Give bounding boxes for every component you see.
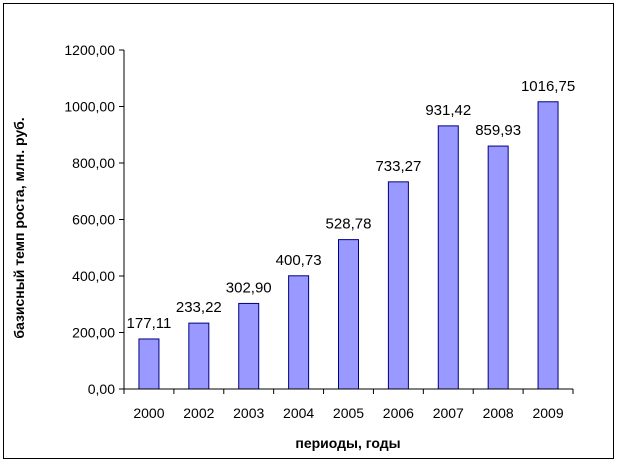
bar-2004 [288, 275, 310, 390]
x-tick-label: 2008 [483, 405, 514, 421]
bar-2003 [238, 302, 260, 390]
x-tick-label: 2003 [233, 405, 264, 421]
x-tick-label: 2004 [283, 405, 314, 421]
y-tick-label: 1000,00 [64, 99, 115, 115]
y-axis-title: базисный темп роста, млн. руб. [11, 117, 27, 338]
data-label-2003: 302,90 [226, 279, 272, 296]
bar-2002 [188, 322, 210, 390]
bar-series [138, 101, 559, 390]
data-label-2002: 233,22 [176, 299, 222, 316]
bar-2000 [138, 338, 160, 390]
y-tick-label: 800,00 [72, 155, 115, 171]
y-tick-label: 1200,00 [64, 42, 115, 58]
data-label-2000: 177,11 [127, 315, 172, 332]
x-tick-label: 2005 [333, 405, 364, 421]
data-label-2009: 1016,75 [521, 78, 575, 95]
bar-2008 [487, 145, 509, 390]
x-axis-title: периоды, годы [295, 435, 400, 451]
bar-2007 [437, 125, 459, 390]
y-tick-label: 400,00 [72, 268, 115, 284]
data-label-2005: 528,78 [326, 216, 372, 233]
bar-2006 [387, 181, 409, 390]
y-tick-label: 600,00 [72, 212, 115, 228]
data-label-2008: 859,93 [475, 122, 521, 139]
y-tick-label: 0,00 [88, 381, 115, 397]
data-label-2004: 400,73 [276, 252, 322, 269]
y-axis-ticks: 0,00 200,00 400,00 600,00 800,00 1000,00 1200,… [64, 42, 124, 397]
x-tick-label: 2009 [532, 405, 563, 421]
x-tick-label: 2006 [383, 405, 414, 421]
bar-2009 [537, 101, 559, 390]
y-tick-label: 200,00 [72, 325, 115, 341]
data-label-2007: 931,42 [425, 102, 471, 119]
x-axis-ticks: 2000 2002 2003 2004 2005 2006 2007 2008 2009 [123, 389, 574, 421]
x-tick-label: 2000 [133, 405, 164, 421]
bar-2005 [338, 239, 359, 390]
x-tick-label: 2002 [183, 405, 214, 421]
data-label-2006: 733,27 [375, 158, 421, 175]
x-tick-label: 2007 [433, 405, 464, 421]
